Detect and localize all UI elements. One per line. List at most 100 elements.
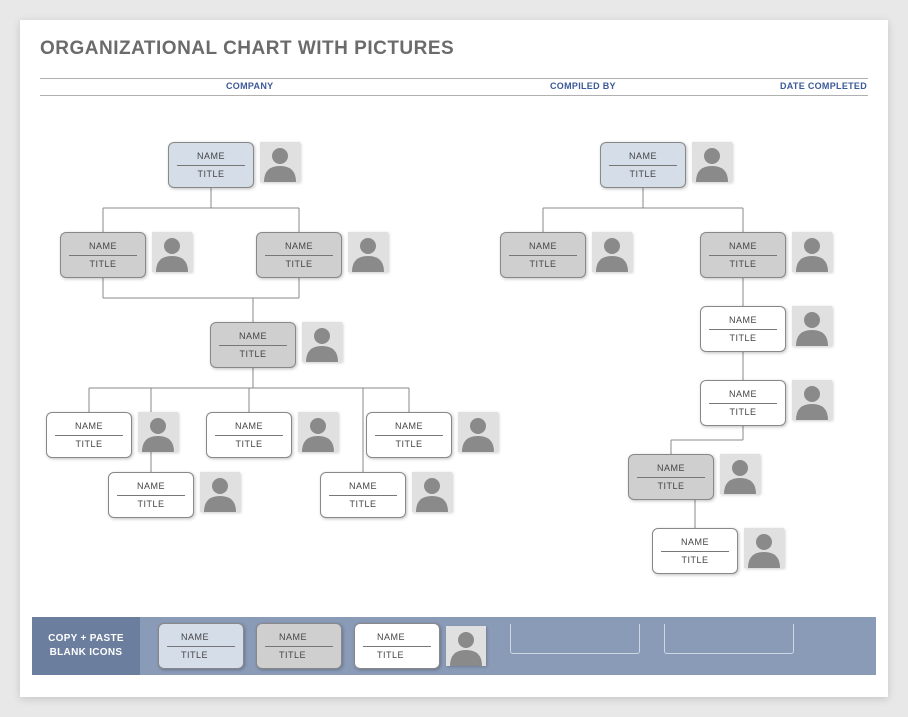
org-node-box[interactable]: NAMETITLE [500,232,586,278]
org-node-title: TITLE [69,259,137,271]
org-node-box[interactable]: NAME TITLE [628,454,714,500]
header-row: COMPANY COMPILED BY DATE COMPLETED [40,78,868,96]
org-node[interactable]: NAME TITLE [206,412,292,458]
org-node-title: TITLE [509,259,577,271]
org-node-box[interactable]: NAME TITLE [700,232,786,278]
footer-sample-box[interactable]: NAMETITLE [256,623,342,669]
org-node-name: NAME [117,479,185,496]
avatar-icon [348,232,388,272]
org-node[interactable]: NAME TITLE [366,412,452,458]
avatar-icon [446,626,486,666]
avatar-icon [720,454,760,494]
org-node[interactable]: NAME TITLE [652,528,738,574]
org-node[interactable]: NAME TITLE [700,232,786,278]
avatar-icon [138,412,178,452]
org-node[interactable]: NAMETITLE [210,322,296,368]
org-node-title: TITLE [709,407,777,419]
header-company-label: COMPANY [226,81,273,91]
header-datecompleted-label: DATE COMPLETED [780,81,867,91]
avatar-icon [458,412,498,452]
org-node-title: TITLE [215,439,283,451]
avatar-icon [692,142,732,182]
org-node-box[interactable]: NAMETITLE [210,322,296,368]
avatar-icon [592,232,632,272]
org-node-name: NAME [637,461,705,478]
avatar-icon [200,472,240,512]
org-node-title: TITLE [55,439,123,451]
org-node-name: NAME [609,149,677,166]
footer-label-line2: BLANK ICONS [50,646,123,660]
org-node[interactable]: NAMETITLE [46,412,132,458]
footer-bracket [664,624,794,654]
org-node[interactable]: NAME TITLE [168,142,254,188]
footer-sample-box[interactable]: NAMETITLE [158,623,244,669]
org-node-box[interactable]: NAME TITLE [108,472,194,518]
footer-sample-box[interactable]: NAME TITLE [354,623,440,669]
org-node-title: TITLE [219,349,287,361]
org-node-box[interactable]: NAMETITLE [700,306,786,352]
org-node-name: NAME [329,479,397,496]
org-node[interactable]: NAMETITLE [700,380,786,426]
footer-items: NAMETITLENAMETITLENAMETITLE [140,623,794,669]
org-node-title: TITLE [661,555,729,567]
org-node[interactable]: NAME TITLE [256,232,342,278]
avatar-icon [152,232,192,272]
org-node-box[interactable]: NAME TITLE [652,528,738,574]
page: ORGANIZATIONAL CHART WITH PICTURES COMPA… [20,20,888,697]
org-node-name: NAME [709,239,777,256]
avatar-icon [302,322,342,362]
footer-sample-node[interactable]: NAMETITLE [256,623,342,669]
footer-bracket [510,624,640,654]
org-node-title: TITLE [609,169,677,181]
org-node-title: TITLE [329,499,397,511]
org-node-title: TITLE [177,169,245,181]
org-node-name: NAME [265,239,333,256]
org-node-name: NAME [375,419,443,436]
avatar-icon [412,472,452,512]
footer-bar: COPY + PASTE BLANK ICONS NAME TITLE NAME TI… [32,617,876,675]
org-node-box[interactable]: NAME TITLE [256,232,342,278]
org-node[interactable]: NAMETITLE [500,232,586,278]
footer-sample-title: TITLE [265,650,333,662]
org-node[interactable]: NAME TITLE [320,472,406,518]
org-node-box[interactable]: NAMETITLE [700,380,786,426]
org-node-name: NAME [69,239,137,256]
org-node-box[interactable]: NAME TITLE [320,472,406,518]
org-node-title: TITLE [117,499,185,511]
footer-label-line1: COPY + PASTE [48,632,124,646]
org-node-box[interactable]: NAMETITLE [46,412,132,458]
org-node-box[interactable]: NAME TITLE [60,232,146,278]
org-node[interactable]: NAME TITLE [60,232,146,278]
avatar-icon [260,142,300,182]
org-node-name: NAME [215,419,283,436]
org-node-box[interactable]: NAME TITLE [206,412,292,458]
footer-sample-title: TITLE [363,650,431,662]
org-node-title: TITLE [375,439,443,451]
avatar-icon [744,528,784,568]
org-node-title: TITLE [265,259,333,271]
org-node[interactable]: NAME TITLE [600,142,686,188]
org-node[interactable]: NAME TITLE [108,472,194,518]
org-chart-canvas: NAME TITLE NAME TITLE NAME TITLE NAME TITLE NAME… [20,100,888,580]
org-node-box[interactable]: NAME TITLE [600,142,686,188]
org-node-title: TITLE [637,481,705,493]
org-node-name: NAME [177,149,245,166]
footer-label: COPY + PASTE BLANK ICONS [32,617,140,675]
org-node-box[interactable]: NAME TITLE [366,412,452,458]
footer-sample-name: NAME [363,630,431,647]
org-node[interactable]: NAMETITLE [700,306,786,352]
avatar-icon [792,380,832,420]
footer-sample-name: NAME [167,630,235,647]
footer-sample-node[interactable]: NAMETITLE [158,623,244,669]
org-node-title: TITLE [709,333,777,345]
footer-sample-node[interactable]: NAME TITLE [354,623,486,669]
org-node[interactable]: NAME TITLE [628,454,714,500]
header-compiledby-label: COMPILED BY [550,81,616,91]
avatar-icon [298,412,338,452]
org-node-box[interactable]: NAME TITLE [168,142,254,188]
page-title: ORGANIZATIONAL CHART WITH PICTURES [40,38,454,60]
avatar-icon [792,232,832,272]
org-node-title: TITLE [709,259,777,271]
avatar-icon [792,306,832,346]
org-node-name: NAME [661,535,729,552]
